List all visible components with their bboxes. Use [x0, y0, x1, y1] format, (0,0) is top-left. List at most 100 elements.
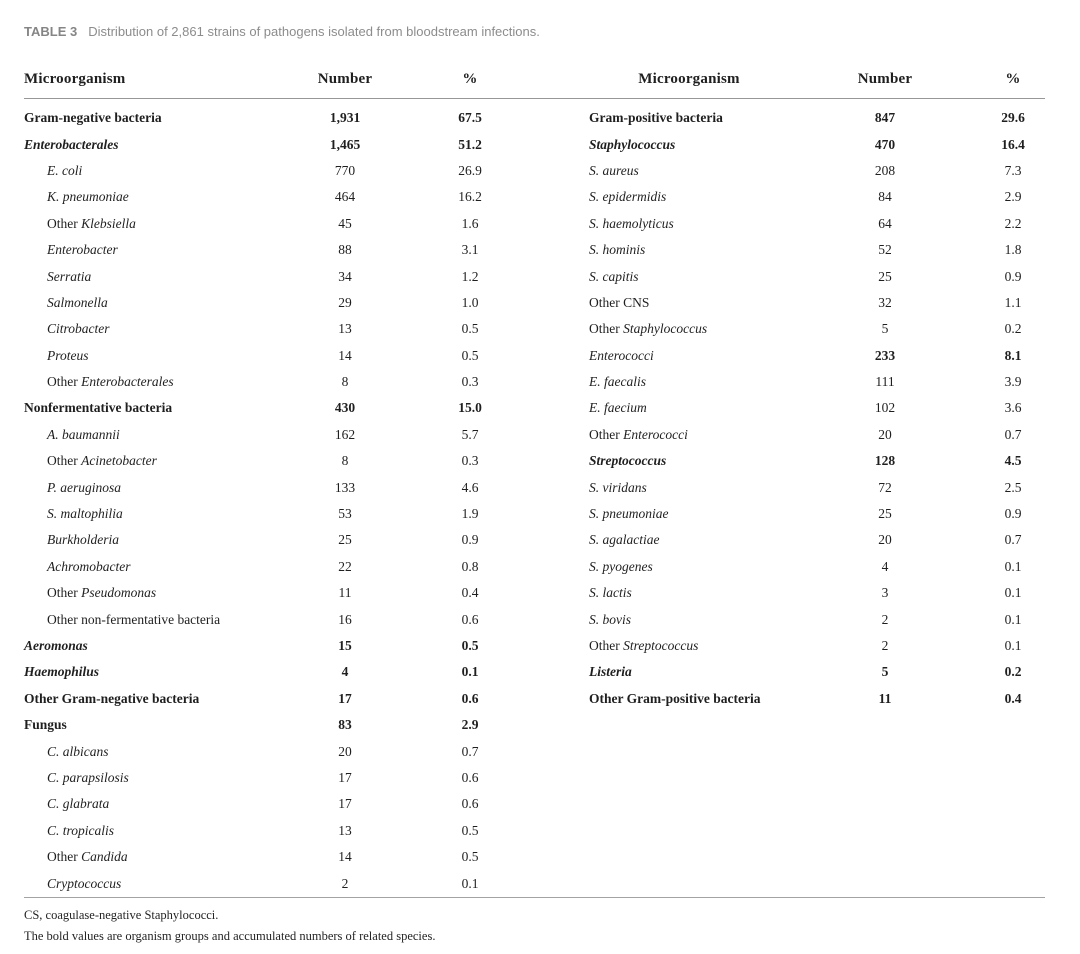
- percent-cell: 1.6: [461, 215, 479, 231]
- organism-name-cell: S. epidermidis: [589, 189, 789, 205]
- number-cell: 88: [338, 242, 352, 258]
- organism-name-cell: E. faecium: [589, 400, 789, 416]
- percent-cell: 0.6: [461, 796, 479, 812]
- number-cell: 83: [338, 717, 352, 733]
- table-row: Other CNS 32 1.1: [589, 290, 1045, 316]
- percent-cell: 0.1: [1004, 638, 1022, 653]
- table-row: S. bovis 2 0.1: [589, 606, 1045, 632]
- number-cell: 17: [338, 796, 352, 812]
- table-row: Serratia 34 1.2: [24, 263, 530, 289]
- percent-cell: 0.5: [461, 822, 479, 838]
- percent-cell: 0.1: [1004, 585, 1022, 601]
- table-row: K. pneumoniae 464 16.2: [24, 184, 530, 210]
- organism-name-segment: Other Gram-negative bacteria: [24, 690, 200, 706]
- table-row: S. capitis 25 0.9: [589, 263, 1045, 289]
- left-table-rows: Gram-negative bacteria 1,931 67.5 Enterobac…: [24, 105, 530, 897]
- number-cell: 464: [334, 189, 356, 205]
- right-table-headers: Microorganism Number %: [589, 71, 1045, 88]
- number-cell: 770: [334, 162, 356, 178]
- organism-name-segment: Aeromonas: [24, 638, 88, 653]
- organism-name-segment: Cryptococcus: [47, 875, 122, 891]
- organism-name-cell: Achromobacter: [24, 559, 280, 575]
- organism-name-cell: S. haemolyticus: [589, 216, 789, 232]
- organism-name-segment: Enterobacter: [47, 242, 118, 258]
- number-cell: 20: [338, 743, 352, 759]
- number-cell: 4: [341, 664, 349, 680]
- table-row: Other Gram-positive bacteria 11 0.4: [589, 686, 1045, 712]
- organism-name-cell: Streptococcus: [589, 453, 789, 469]
- number-cell: 84: [878, 189, 892, 205]
- table-row: S. epidermidis 84 2.9: [589, 184, 1045, 210]
- organism-name-segment: Enterobacterales: [81, 374, 174, 390]
- number-cell: 4: [881, 558, 889, 574]
- percent-cell: 3.6: [1004, 400, 1022, 416]
- organism-name-segment: Nonfermentative bacteria: [24, 400, 173, 416]
- number-cell: 5: [881, 664, 889, 680]
- table-row: C. tropicalis 13 0.5: [24, 818, 530, 844]
- table-row: A. baumannii 162 5.7: [24, 422, 530, 448]
- organism-name-segment: S. maltophilia: [47, 506, 123, 522]
- organism-name-cell: Other non-fermentative bacteria: [24, 612, 280, 628]
- number-cell: 25: [878, 506, 892, 522]
- percent-cell: 15.0: [458, 400, 482, 416]
- percent-cell: 26.9: [458, 162, 482, 178]
- organism-name-segment: C. parapsilosis: [47, 769, 129, 785]
- organism-name-cell: Listeria: [589, 664, 789, 680]
- organism-name-segment: Other: [47, 849, 82, 865]
- organism-name-cell: Haemophilus: [24, 664, 280, 680]
- number-cell: 8: [341, 453, 349, 469]
- percent-cell: 0.6: [461, 690, 479, 706]
- organism-name-segment: Klebsiella: [81, 215, 136, 231]
- table-caption: TABLE 3 Distribution of 2,861 strains of …: [24, 24, 540, 39]
- number-cell: 3: [881, 585, 889, 601]
- table-row: S. haemolyticus 64 2.2: [589, 211, 1045, 237]
- table-row: Salmonella 29 1.0: [24, 290, 530, 316]
- number-cell: 430: [334, 400, 356, 416]
- percent-cell: 0.5: [461, 321, 479, 337]
- organism-name-segment: Haemophilus: [24, 664, 100, 680]
- percent-cell: 2.5: [1004, 479, 1022, 495]
- organism-name-segment: Staphylococcus: [589, 136, 676, 152]
- table-row: Fungus 83 2.9: [24, 712, 530, 738]
- organism-name-cell: Other Streptococcus: [589, 638, 789, 654]
- organism-name-segment: S. capitis: [589, 268, 639, 284]
- number-cell: 102: [874, 400, 896, 416]
- percent-cell: 5.7: [461, 426, 479, 442]
- organism-name-segment: Other: [47, 585, 82, 601]
- number-cell: 45: [338, 215, 352, 231]
- number-cell: 5: [881, 321, 889, 337]
- organism-name-segment: S. viridans: [589, 479, 647, 495]
- percent-cell: 0.9: [1004, 268, 1022, 284]
- table-row: Other Candida 14 0.5: [24, 844, 530, 870]
- percent-cell: 0.1: [1004, 558, 1022, 574]
- organism-name-cell: Enterococci: [589, 348, 789, 364]
- percent-cell: 2.9: [1004, 189, 1022, 205]
- number-cell: 111: [875, 374, 895, 390]
- percent-cell: 0.5: [461, 347, 479, 363]
- organism-name-segment: Other: [47, 374, 82, 390]
- table-row: E. coli 770 26.9: [24, 158, 530, 184]
- table-body: Gram-negative bacteria 1,931 67.5 Enterobac…: [24, 99, 1045, 897]
- table-row: Other Klebsiella 45 1.6: [24, 211, 530, 237]
- percent-cell: 0.1: [1004, 611, 1022, 627]
- organism-name-cell: S. pyogenes: [589, 559, 789, 575]
- percent-cell: 3.1: [461, 242, 479, 258]
- number-cell: 52: [878, 242, 892, 258]
- table-row: Other Enterococci 20 0.7: [589, 422, 1045, 448]
- number-cell: 14: [338, 849, 352, 865]
- number-cell: 133: [334, 479, 356, 495]
- number-cell: 15: [338, 638, 352, 653]
- table-row: S. viridans 72 2.5: [589, 474, 1045, 500]
- organism-name-cell: Other Gram-negative bacteria: [24, 691, 280, 707]
- organism-name-cell: Enterobacter: [24, 242, 280, 258]
- percent-cell: 8.1: [1004, 347, 1022, 363]
- percent-cell: 2.9: [461, 717, 479, 733]
- percent-cell: 0.1: [461, 664, 479, 680]
- percent-cell: 4.6: [461, 479, 479, 495]
- percent-cell: 1.0: [461, 294, 479, 310]
- percent-cell: 1.9: [461, 506, 479, 522]
- organism-name-segment: K. pneumoniae: [47, 189, 129, 205]
- table-footnotes: CS, coagulase-negative Staphylococci. Th…: [24, 905, 1045, 947]
- organism-name-cell: Citrobacter: [24, 321, 280, 337]
